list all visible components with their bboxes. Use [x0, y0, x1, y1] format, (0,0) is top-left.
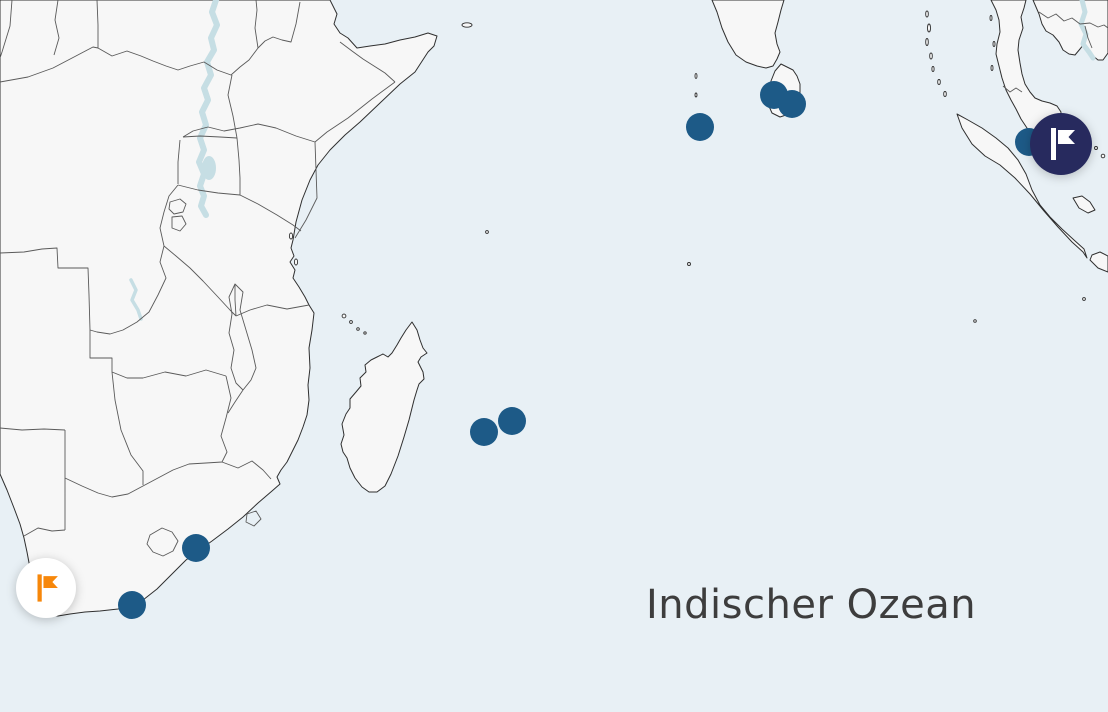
island-seychelles — [485, 230, 489, 234]
island-andaman-2 — [927, 23, 931, 33]
route-start-flag-marker[interactable] — [16, 558, 76, 618]
island-mergui-1 — [989, 15, 993, 21]
island-maldives-north — [694, 73, 698, 79]
route-stop-marker-5[interactable] — [498, 407, 526, 435]
island-zanzibar — [293, 258, 299, 266]
island-andaman-1 — [925, 10, 929, 18]
island-andaman-4 — [929, 52, 933, 60]
rivers — [129, 0, 1096, 321]
landmass-java-tip — [1089, 251, 1108, 273]
route-end-flag-marker[interactable] — [1030, 113, 1092, 175]
island-mergui-2 — [992, 41, 996, 47]
ocean-label: Indischer Ozean — [646, 582, 977, 628]
zambezi-river — [129, 278, 143, 321]
mekong-river — [1078, 0, 1096, 61]
small-islands — [288, 10, 1106, 335]
island-nicobar-3 — [943, 91, 947, 97]
island-nicobar-2 — [937, 79, 941, 85]
island-comoros-1 — [341, 313, 347, 319]
island-maldives-mid — [694, 92, 698, 98]
island-mergui-3 — [990, 65, 994, 71]
island-nicobar-1 — [931, 66, 935, 72]
island-pemba — [288, 232, 294, 240]
landmass-madagascar — [340, 321, 428, 493]
route-stop-marker-6[interactable] — [470, 418, 498, 446]
island-comoros-3 — [356, 327, 360, 331]
route-stop-marker-1[interactable] — [686, 113, 714, 141]
island-socotra — [461, 22, 473, 28]
island-south-sumatra — [1082, 297, 1086, 301]
route-stop-marker-3[interactable] — [778, 90, 806, 118]
landmass-africa — [0, 0, 438, 617]
landmass-sumatra — [956, 113, 1088, 259]
borders-indochina — [1002, 11, 1108, 93]
landmass-indochina — [1032, 0, 1108, 61]
island-riau-1 — [1094, 146, 1098, 150]
island-riau-2 — [1100, 153, 1106, 159]
island-cocos — [973, 319, 977, 323]
route-stop-marker-8[interactable] — [118, 591, 146, 619]
country-borders — [0, 0, 1108, 557]
island-comoros-4 — [363, 331, 367, 335]
route-stop-marker-7[interactable] — [182, 534, 210, 562]
borders-northeast-africa — [0, 0, 396, 239]
route-stops-layer — [118, 81, 1043, 619]
borders-southern-africa — [0, 247, 272, 557]
island-comoros-2 — [349, 320, 353, 324]
island-andaman-3 — [925, 38, 929, 46]
borders-central-africa — [89, 184, 310, 414]
nile-river — [196, 0, 220, 218]
island-chagos — [687, 262, 691, 266]
landmass-india — [711, 0, 785, 69]
landmass-bangka — [1072, 195, 1096, 214]
landmasses — [0, 0, 1108, 617]
